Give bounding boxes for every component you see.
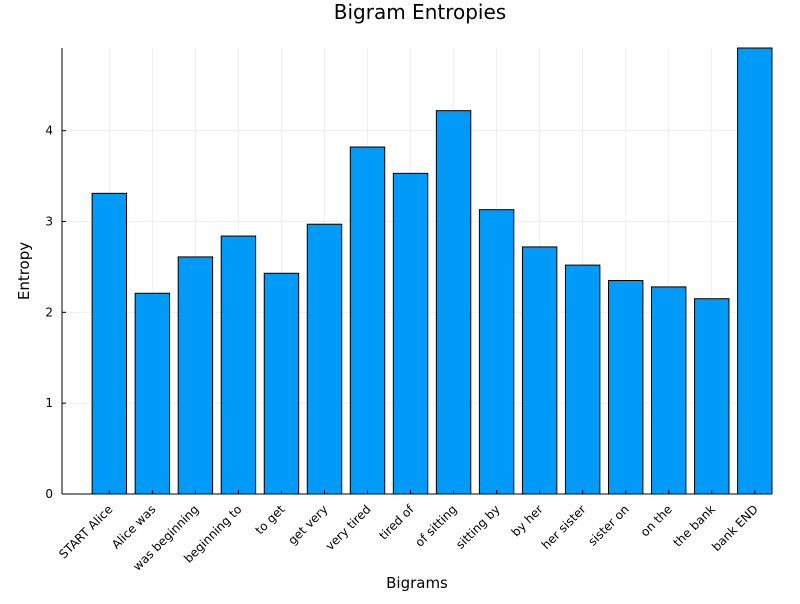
x-tick-label: very tired [323, 502, 374, 553]
bar [737, 47, 773, 495]
x-tick-label: sitting by [453, 502, 503, 552]
bar [521, 246, 558, 495]
x-tick-label: bank END [709, 502, 761, 554]
bar [91, 192, 128, 495]
bar [694, 298, 730, 495]
bar [220, 235, 257, 495]
bar [478, 209, 515, 495]
bar [177, 256, 214, 495]
x-tick-label: to get [253, 502, 288, 537]
bar [392, 172, 429, 495]
y-axis-ticks: 0 1 2 3 4 [45, 124, 66, 501]
bar [564, 264, 601, 495]
bar [263, 272, 300, 495]
x-tick-label: tired of [376, 502, 417, 543]
bar [435, 110, 472, 495]
x-tick-label: on the [638, 502, 675, 539]
y-tick-label: 0 [45, 487, 53, 501]
x-tick-label: by her [509, 502, 546, 539]
y-tick-label: 4 [45, 124, 53, 138]
y-tick-label: 2 [45, 305, 53, 319]
bar [651, 286, 687, 495]
x-tick-label: her sister [539, 502, 589, 552]
bar [134, 292, 171, 495]
bar [306, 223, 343, 495]
y-tick-label: 3 [45, 214, 53, 228]
y-axis-label: Entropy [15, 242, 33, 300]
bar [607, 280, 644, 495]
y-tick-label: 1 [45, 396, 53, 410]
x-tick-label: START Alice [56, 502, 115, 561]
chart-title: Bigram Entropies [334, 0, 506, 24]
x-tick-label: sister on [585, 502, 631, 548]
x-axis-label: Bigrams [386, 574, 448, 592]
bars [91, 47, 773, 495]
bar [349, 146, 386, 495]
axes [61, 48, 772, 495]
x-tick-label: get very [285, 502, 330, 547]
